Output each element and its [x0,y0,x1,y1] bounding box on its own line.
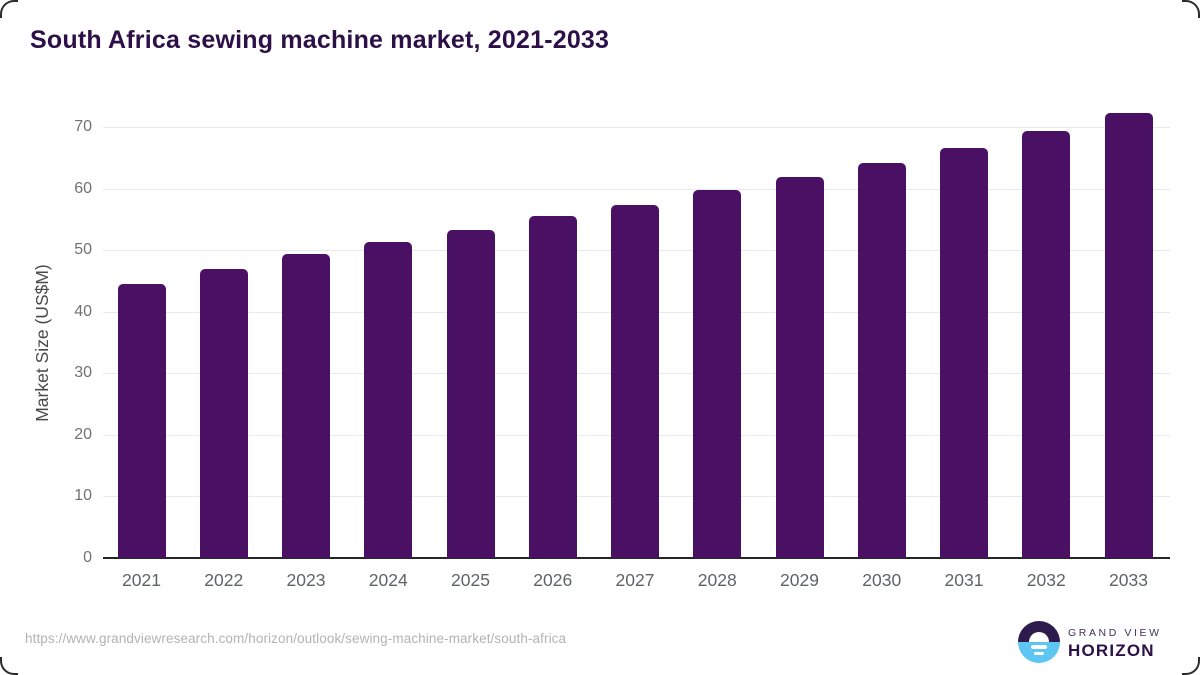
bar-2027[interactable] [611,204,659,558]
bar-2021[interactable] [117,284,166,558]
y-tick-label-30: 30 [74,364,92,382]
bar-2032[interactable] [1022,130,1071,558]
x-tick-label-2026: 2026 [533,570,573,590]
logo-reflection-bar-2 [1034,651,1044,655]
bar-2024[interactable] [364,241,413,558]
bar-2026[interactable] [528,216,577,558]
logo-text: GRAND VIEW HORIZON [1068,627,1162,661]
y-tick-label-60: 60 [74,179,92,197]
bar-2030[interactable] [857,163,906,558]
bar-2023[interactable] [282,253,330,558]
x-tick-label-2021: 2021 [122,570,161,590]
x-tick-label-2029: 2029 [780,570,819,590]
bar-2031[interactable] [940,147,988,558]
horizon-sun-icon [1018,621,1060,663]
x-tick-label-2028: 2028 [697,570,737,590]
bar-2029[interactable] [775,176,824,558]
x-tick-label-2030: 2030 [862,570,902,590]
x-tick-label-2023: 2023 [286,570,326,590]
x-tick-label-2025: 2025 [451,570,490,590]
bar-2022[interactable] [199,268,248,558]
logo-product-name: HORIZON [1068,641,1155,660]
bar-2025[interactable] [446,230,495,558]
x-tick-label-2024: 2024 [368,570,408,590]
logo-brand-name: GRAND VIEW [1068,627,1162,639]
x-axis-line [103,557,1170,559]
card-corner-top-left [0,0,18,18]
card-corner-bottom-right [1182,657,1200,675]
y-tick-label-50: 50 [74,241,92,259]
grandview-horizon-logo: GRAND VIEW HORIZON [1018,621,1178,665]
gridline-y-70 [103,127,1170,128]
y-tick-label-40: 40 [74,302,92,320]
x-tick-label-2032: 2032 [1026,570,1066,590]
y-tick-label-20: 20 [74,425,92,443]
x-tick-label-2027: 2027 [615,570,655,590]
x-tick-label-2033: 2033 [1109,570,1148,590]
x-tick-label-2031: 2031 [944,570,984,590]
logo-sky-half [1018,621,1060,642]
logo-sun-dome [1029,632,1049,642]
chart-title: South Africa sewing machine market, 2021… [30,26,610,54]
logo-reflection-bar-1 [1031,645,1047,649]
x-tick-label-2022: 2022 [204,570,244,590]
card-corner-bottom-left [0,657,18,675]
bar-2033[interactable] [1104,112,1153,558]
card-corner-top-right [1182,0,1200,18]
y-tick-label-10: 10 [74,487,92,505]
y-tick-label-70: 70 [74,118,92,135]
gridline-y-60 [103,188,1170,190]
source-url: https://www.grandviewresearch.com/horizo… [25,631,567,646]
bar-2028[interactable] [693,189,742,558]
y-tick-label-0: 0 [83,549,92,566]
